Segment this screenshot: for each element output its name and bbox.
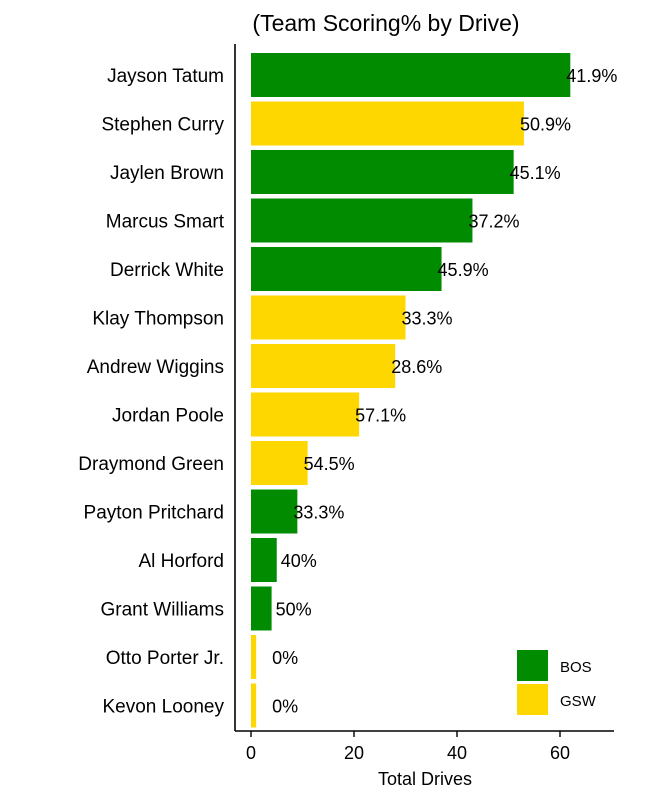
legend-label-bos: BOS <box>560 659 592 676</box>
data-labels: 41.9% 50.9% 45.1% 37.2% 45.9% 33.3% 28.6% 57.1%… <box>272 66 617 717</box>
bar-andrew-wiggins <box>251 344 396 388</box>
x-ticks: 0 20 40 60 <box>246 731 570 763</box>
bar-al-horford <box>251 538 277 582</box>
category-label: Al Horford <box>138 551 224 572</box>
x-tick-label: 20 <box>344 743 364 763</box>
bar-draymond-green <box>251 441 308 485</box>
data-label: 33.3% <box>402 309 453 329</box>
bar-jordan-poole <box>251 392 360 437</box>
x-axis-title: Total Drives <box>378 769 472 789</box>
x-tick-label: 60 <box>550 743 570 763</box>
category-label: Otto Porter Jr. <box>106 648 224 669</box>
bar-jaylen-brown <box>251 150 514 194</box>
category-label: Jaylen Brown <box>110 163 224 184</box>
category-label: Klay Thompson <box>92 309 224 330</box>
legend-swatch-gsw <box>517 684 548 715</box>
data-label: 50% <box>276 600 312 620</box>
data-label: 45.1% <box>510 163 561 183</box>
category-label: Jordan Poole <box>112 406 224 427</box>
bar-stephen-curry <box>251 101 524 146</box>
data-label: 57.1% <box>355 406 406 426</box>
data-label: 41.9% <box>566 66 617 86</box>
category-label: Grant Williams <box>100 600 224 621</box>
category-label: Derrick White <box>110 260 224 281</box>
data-label: 0% <box>272 648 298 668</box>
category-label: Draymond Green <box>78 454 224 475</box>
category-label: Payton Pritchard <box>84 503 224 524</box>
data-label: 45.9% <box>438 260 489 280</box>
data-label: 40% <box>281 551 317 571</box>
bar-klay-thompson <box>251 295 406 340</box>
bar-grant-williams <box>251 586 272 631</box>
legend-swatch-bos <box>517 650 548 681</box>
category-label: Jayson Tatum <box>107 66 224 87</box>
data-label: 28.6% <box>391 357 442 377</box>
data-label: 0% <box>272 697 298 717</box>
bar-jayson-tatum <box>251 53 571 97</box>
bar-derrick-white <box>251 247 442 291</box>
category-label: Stephen Curry <box>101 115 224 136</box>
data-label: 33.3% <box>293 503 344 523</box>
x-tick-label: 40 <box>447 743 467 763</box>
bar-kevon-looney <box>251 683 257 728</box>
legend-label-gsw: GSW <box>560 693 597 710</box>
x-tick-label: 0 <box>246 743 256 763</box>
category-labels: Jayson Tatum Stephen Curry Jaylen Brown Mar… <box>78 66 224 718</box>
bars-group <box>251 53 571 728</box>
bar-otto-porter-jr <box>251 635 257 679</box>
category-label: Andrew Wiggins <box>87 357 224 378</box>
category-label: Marcus Smart <box>106 212 225 233</box>
data-label: 54.5% <box>304 454 355 474</box>
legend: BOS GSW <box>517 650 597 715</box>
category-label: Kevon Looney <box>103 697 225 718</box>
bar-payton-pritchard <box>251 489 298 534</box>
chart-title: (Team Scoring% by Drive) <box>252 10 519 36</box>
data-label: 37.2% <box>468 212 519 232</box>
bar-marcus-smart <box>251 198 473 243</box>
data-label: 50.9% <box>520 115 571 135</box>
